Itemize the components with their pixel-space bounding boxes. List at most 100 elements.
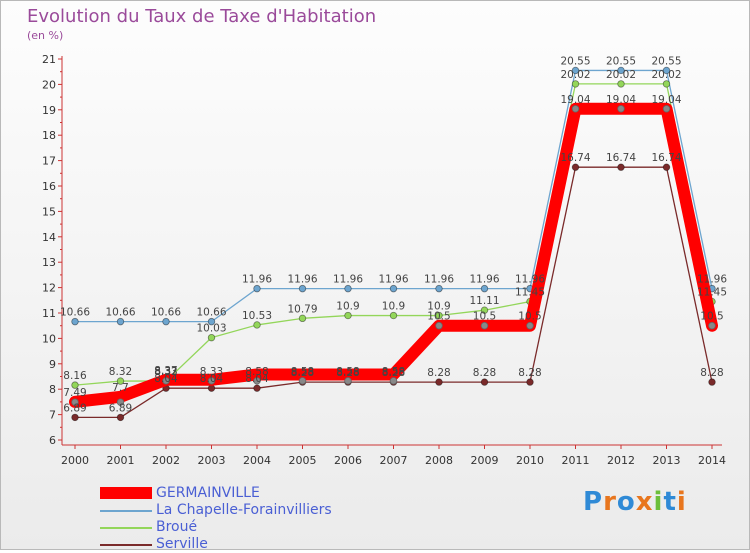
data-label: 11.96 [424, 274, 454, 286]
y-tick-label: 15 [42, 205, 56, 218]
data-label: 8.28 [473, 367, 496, 379]
logo-letter: o [616, 487, 636, 517]
data-label: 11.96 [378, 274, 408, 286]
series-line [74, 83, 713, 386]
data-label: 10.9 [427, 301, 450, 313]
data-point [71, 413, 79, 422]
x-tick-label: 2012 [607, 454, 635, 467]
data-label: 10.66 [196, 307, 226, 319]
data-label: 7.49 [63, 387, 86, 399]
x-tick-label: 2007 [380, 454, 408, 467]
data-point [71, 381, 79, 389]
data-point [207, 317, 216, 326]
data-label: 8.28 [291, 367, 314, 379]
data-label: 8.33 [154, 366, 177, 378]
data-point [662, 105, 671, 113]
data-label: 8.58 [336, 366, 359, 378]
data-point [253, 377, 261, 385]
data-label: 19.04 [651, 94, 681, 106]
y-tick-label: 6 [49, 434, 56, 447]
data-point [298, 377, 307, 385]
y-tick-label: 13 [42, 256, 56, 269]
x-tick-label: 2013 [653, 454, 681, 467]
legend-swatch [100, 487, 152, 499]
data-label: 11.11 [469, 295, 499, 307]
data-point [662, 66, 671, 75]
y-tick-label: 21 [42, 53, 56, 66]
data-label: 8.28 [336, 367, 359, 379]
logo-letter: i [676, 487, 687, 517]
y-tick-label: 14 [42, 231, 56, 244]
data-point [116, 413, 125, 422]
data-label: 16.74 [606, 152, 636, 164]
legend-label: Broué [156, 519, 198, 535]
data-label: 10.79 [287, 303, 317, 315]
x-tick-label: 2011 [562, 454, 590, 467]
legend-label: Serville [156, 536, 208, 552]
data-point [71, 398, 79, 406]
x-tick-label: 2014 [698, 454, 726, 467]
data-point [298, 284, 307, 293]
legend-label: La Chapelle-Forainvilliers [156, 502, 332, 518]
data-label: 10.5 [518, 311, 541, 323]
data-point [344, 377, 352, 385]
data-label: 11.96 [287, 274, 317, 286]
data-label: 10.03 [196, 323, 226, 335]
data-label: 19.04 [560, 94, 590, 106]
data-label: 8.58 [245, 366, 268, 378]
legend-swatch [100, 510, 152, 512]
data-point [571, 105, 580, 113]
logo-letter: i [653, 487, 664, 517]
y-tick-label: 9 [49, 358, 56, 371]
data-point [480, 284, 489, 293]
data-point [526, 322, 534, 330]
data-label: 8.58 [382, 366, 405, 378]
data-point [435, 378, 443, 386]
chart-title: Evolution du Taux de Taxe d'Habitation [27, 6, 377, 27]
data-label: 8.04 [154, 373, 178, 385]
data-label: 8.28 [427, 367, 450, 379]
data-label: 11.45 [515, 287, 545, 299]
data-label: 11.96 [469, 274, 499, 286]
data-point [480, 322, 489, 330]
data-point [617, 80, 625, 88]
data-label: 10.5 [473, 311, 496, 323]
x-tick-label: 2005 [289, 454, 317, 467]
data-label: 11.96 [333, 274, 363, 286]
data-point [571, 163, 580, 171]
x-tick-label: 2003 [198, 454, 226, 467]
data-labels: 10.66 10.66 10.66 10.66 11.96 11.96 11.96 11.96… [60, 55, 727, 414]
data-point [253, 384, 261, 392]
data-label: 10.53 [242, 310, 272, 322]
data-label: 10.9 [382, 301, 405, 313]
data-point [116, 317, 125, 326]
data-point [116, 398, 125, 406]
y-tick-label: 19 [42, 104, 56, 117]
data-label: 8.28 [382, 367, 405, 379]
x-tick-label: 2004 [243, 454, 271, 467]
data-label: 20.02 [651, 69, 681, 81]
legend-label: GERMAINVILLE [156, 485, 260, 501]
data-label: 11.45 [697, 287, 727, 299]
data-label: 10.66 [151, 307, 181, 319]
data-point [207, 333, 216, 342]
logo-letter: x [635, 487, 654, 517]
data-point [344, 311, 352, 320]
data-label: 8.37 [154, 365, 177, 377]
data-label: 10.9 [336, 301, 359, 313]
data-point [571, 80, 580, 88]
x-tick-label: 2000 [61, 454, 89, 467]
data-point [116, 377, 125, 385]
axes: 6 7 8 9 10 11 12 13 14 15 16 17 18 19 20 21 2000 2001 2002… [42, 53, 726, 467]
data-label: 10.5 [427, 311, 450, 323]
data-label: 20.55 [651, 55, 681, 67]
data-point [344, 284, 352, 293]
data-point [162, 377, 170, 385]
logo-letter: r [603, 487, 617, 517]
proxiti-logo: Proxiti [583, 487, 687, 517]
y-tick-label: 20 [42, 78, 56, 91]
data-point [480, 378, 489, 386]
data-label: 6.89 [63, 402, 86, 414]
data-label: 8.32 [109, 366, 132, 378]
data-label: 16.74 [560, 152, 590, 164]
